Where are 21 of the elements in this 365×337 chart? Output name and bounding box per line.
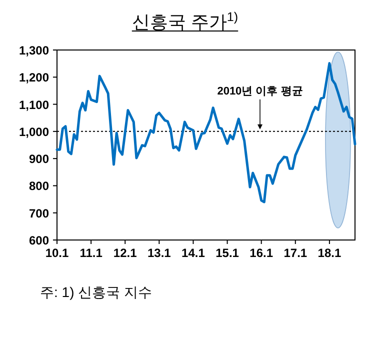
y-tick-label: 600 [28,234,50,248]
y-tick-label: 900 [28,152,50,166]
chart-title: 신흥국 주가$^{1)}$ [132,10,238,32]
y-tick-label: 1,200 [18,70,50,85]
ref-line-label: 2010년 이후 평균 [217,85,303,98]
y-tick-label: 1,100 [18,98,50,112]
y-tick-label: 1,000 [18,124,50,139]
x-tick-label: 15.1 [216,246,240,260]
x-tick-label: 14.1 [182,246,206,260]
y-tick-label: 800 [28,179,50,194]
y-tick-label: 1,300 [18,44,50,58]
x-tick-label: 13.1 [147,246,172,260]
text: 주: 1) 신흥국 지수 [40,284,152,300]
x-tick-label: 10.1 [45,246,69,260]
line-series [56,62,356,204]
x-tick-label: 12.1 [113,246,138,260]
y-tick-label: 700 [28,206,50,220]
x-tick-label: 16.1 [250,246,274,260]
x-tick-label: 11.1 [80,246,103,260]
x-tick-label: 18.1 [318,246,342,260]
x-tick-label: 17.1 [284,246,308,260]
